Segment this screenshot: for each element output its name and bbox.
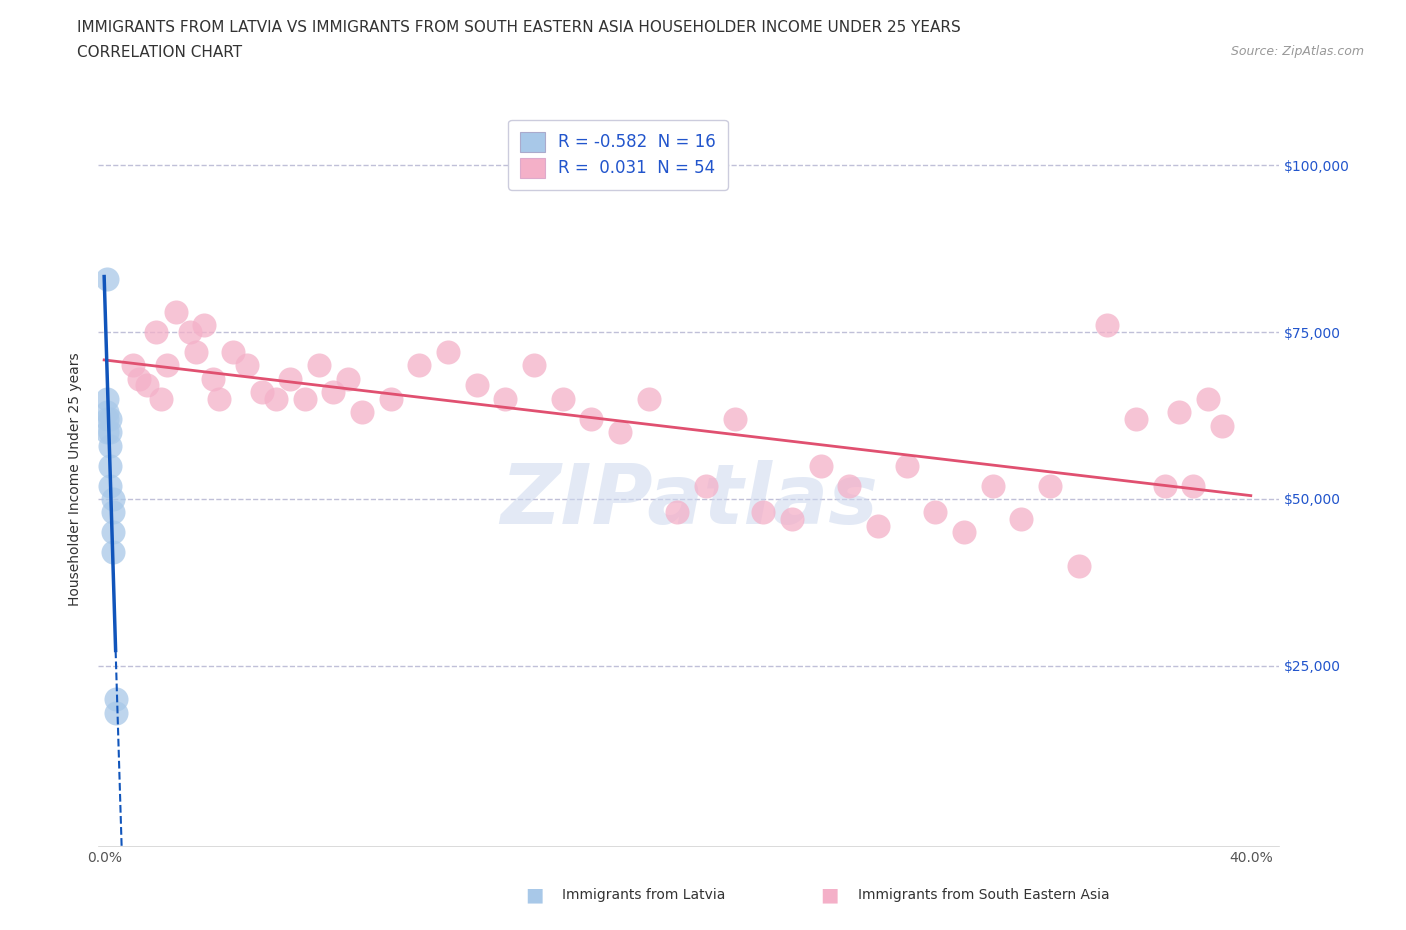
Point — [551, 392, 574, 406]
Point — [104, 692, 127, 707]
Point — [1197, 392, 1219, 406]
Point — [1039, 478, 1062, 493]
Point — [1097, 318, 1119, 333]
Point — [96, 411, 118, 426]
Point — [193, 318, 215, 333]
Legend: R = -0.582  N = 16, R =  0.031  N = 54: R = -0.582 N = 16, R = 0.031 N = 54 — [509, 120, 728, 190]
Point — [96, 405, 118, 419]
Point — [208, 392, 231, 406]
Point — [868, 518, 890, 533]
Text: Source: ZipAtlas.com: Source: ZipAtlas.com — [1230, 45, 1364, 58]
Point — [280, 371, 302, 386]
Point — [121, 358, 143, 373]
Point — [637, 392, 659, 406]
Point — [380, 392, 402, 406]
Point — [336, 371, 359, 386]
Point — [98, 438, 121, 453]
Point — [1067, 558, 1090, 573]
Point — [136, 378, 159, 392]
Point — [752, 505, 775, 520]
Text: ZIPatlas: ZIPatlas — [501, 460, 877, 541]
Point — [96, 392, 118, 406]
Point — [98, 478, 121, 493]
Point — [1168, 405, 1191, 419]
Point — [150, 392, 173, 406]
Point — [352, 405, 374, 419]
Y-axis label: Householder Income Under 25 years: Householder Income Under 25 years — [69, 352, 83, 605]
Point — [1211, 418, 1233, 433]
Point — [1182, 478, 1205, 493]
Point — [724, 411, 747, 426]
Text: ■: ■ — [820, 885, 839, 904]
Point — [495, 392, 517, 406]
Point — [184, 345, 207, 360]
Point — [98, 425, 121, 440]
Point — [101, 525, 124, 539]
Point — [695, 478, 717, 493]
Point — [924, 505, 946, 520]
Point — [101, 505, 124, 520]
Point — [981, 478, 1004, 493]
Point — [408, 358, 430, 373]
Point — [156, 358, 179, 373]
Point — [202, 371, 225, 386]
Point — [264, 392, 287, 406]
Point — [236, 358, 259, 373]
Point — [101, 492, 124, 507]
Point — [609, 425, 631, 440]
Point — [1153, 478, 1175, 493]
Point — [896, 458, 918, 473]
Point — [96, 272, 118, 286]
Point — [1011, 512, 1033, 526]
Point — [810, 458, 832, 473]
Point — [222, 345, 245, 360]
Text: Immigrants from Latvia: Immigrants from Latvia — [562, 887, 725, 902]
Point — [322, 385, 344, 400]
Point — [666, 505, 689, 520]
Text: ■: ■ — [524, 885, 544, 904]
Point — [165, 304, 187, 319]
Point — [437, 345, 460, 360]
Point — [838, 478, 860, 493]
Point — [1125, 411, 1147, 426]
Point — [780, 512, 803, 526]
Point — [101, 545, 124, 560]
Point — [104, 705, 127, 720]
Point — [953, 525, 976, 539]
Point — [581, 411, 603, 426]
Point — [308, 358, 330, 373]
Point — [465, 378, 488, 392]
Point — [179, 325, 201, 339]
Point — [128, 371, 150, 386]
Text: IMMIGRANTS FROM LATVIA VS IMMIGRANTS FROM SOUTH EASTERN ASIA HOUSEHOLDER INCOME : IMMIGRANTS FROM LATVIA VS IMMIGRANTS FRO… — [77, 20, 962, 35]
Text: Immigrants from South Eastern Asia: Immigrants from South Eastern Asia — [858, 887, 1109, 902]
Point — [294, 392, 316, 406]
Point — [96, 425, 118, 440]
Point — [250, 385, 273, 400]
Point — [145, 325, 167, 339]
Point — [98, 411, 121, 426]
Text: CORRELATION CHART: CORRELATION CHART — [77, 45, 242, 60]
Point — [523, 358, 546, 373]
Point — [98, 458, 121, 473]
